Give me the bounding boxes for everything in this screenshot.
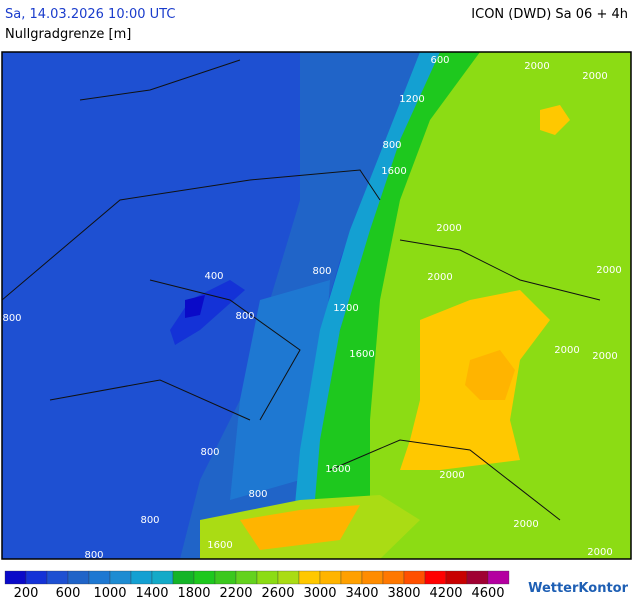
contour-label: 1600: [381, 166, 406, 177]
contour-label: 1600: [349, 349, 374, 360]
contour-label: 1200: [333, 303, 358, 314]
legend-label: 1000: [93, 586, 126, 600]
legend-swatch: [361, 570, 384, 585]
legend-swatch: [382, 570, 405, 585]
logo: WetterKontor: [528, 581, 629, 596]
legend-swatch: [172, 570, 195, 585]
legend-swatch: [466, 570, 489, 585]
contour-label: 800: [140, 515, 159, 526]
legend: 200 600 1000 1400 1800 2200 2600 3000 3400 3800 42…: [4, 570, 510, 601]
contour-label: 800: [235, 311, 254, 322]
legend-label: 3400: [345, 586, 378, 600]
legend-swatch: [403, 570, 426, 585]
legend-swatch: [298, 570, 321, 585]
legend-label: 600: [56, 586, 81, 600]
legend-label: 200: [14, 586, 39, 600]
legend-label: 2200: [219, 586, 252, 600]
legend-swatch: [277, 570, 300, 585]
contour-label: 1600: [207, 540, 232, 551]
legend-swatch: [67, 570, 90, 585]
contour-label: 800: [382, 140, 401, 151]
contour-label: 2000: [554, 345, 579, 356]
legend-swatch: [235, 570, 258, 585]
legend-swatch: [193, 570, 216, 585]
legend-swatch: [151, 570, 174, 585]
legend-label: 4600: [471, 586, 504, 600]
legend-label: 2600: [261, 586, 294, 600]
contour-label: 800: [248, 489, 267, 500]
contour-label: 600: [430, 55, 449, 66]
legend-swatch: [46, 570, 69, 585]
contour-label: 2000: [587, 547, 612, 558]
legend-swatch: [88, 570, 111, 585]
parameter: Nullgradgrenze [m]: [5, 27, 131, 42]
contour-label: 2000: [439, 470, 464, 481]
contour-label: 800: [312, 266, 331, 277]
legend-swatch: [487, 570, 510, 585]
legend-swatch: [319, 570, 342, 585]
legend-label: 4200: [429, 586, 462, 600]
legend-swatch: [445, 570, 468, 585]
contour-label: 2000: [582, 71, 607, 82]
contour-label: 2000: [524, 61, 549, 72]
legend-swatch: [25, 570, 48, 585]
contour-label: 2000: [513, 519, 538, 530]
legend-swatch: [256, 570, 279, 585]
contour-label: 800: [84, 550, 103, 561]
contour-label: 1600: [325, 464, 350, 475]
legend-swatch: [4, 570, 27, 585]
map: 600 2000 2000 1200 800 1600 2000 2000 2000 800 400…: [1, 51, 632, 561]
contour-label: 400: [204, 271, 223, 282]
contour-label: 1200: [399, 94, 424, 105]
contour-label: 2000: [427, 272, 452, 283]
model-run: ICON (DWD) Sa 06 + 4h: [471, 7, 628, 22]
legend-swatch: [424, 570, 447, 585]
datetime: Sa, 14.03.2026 10:00 UTC: [5, 7, 175, 22]
legend-label: 3000: [303, 586, 336, 600]
legend-swatch: [109, 570, 132, 585]
contour-label: 2000: [592, 351, 617, 362]
contour-label: 800: [2, 313, 21, 324]
legend-swatch: [214, 570, 237, 585]
legend-swatch: [340, 570, 363, 585]
contour-label: 800: [200, 447, 219, 458]
contour-label: 2000: [596, 265, 621, 276]
legend-label: 1400: [135, 586, 168, 600]
contour-label: 2000: [436, 223, 461, 234]
legend-swatch: [130, 570, 153, 585]
legend-label: 1800: [177, 586, 210, 600]
legend-label: 3800: [387, 586, 420, 600]
